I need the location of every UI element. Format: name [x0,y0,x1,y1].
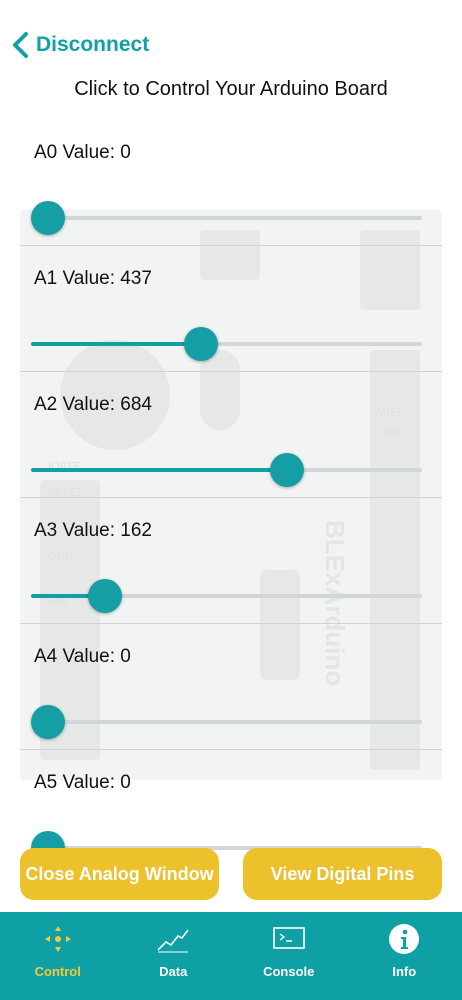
slider-row-a3: A3 Value: 162 [20,498,442,624]
terminal-icon [272,922,306,956]
slider-value-label: A0 Value: 0 [34,142,131,163]
tab-control[interactable]: Control [0,912,116,1000]
tab-info[interactable]: Info [347,912,462,1000]
analog-slider-a4[interactable] [31,703,422,743]
slider-thumb[interactable] [183,327,218,361]
view-digital-pins-button[interactable]: View Digital Pins [243,848,442,900]
tab-label: Console [263,964,315,979]
analog-slider-a2[interactable] [31,451,422,491]
tab-bar: Control Data Console Info [0,912,462,1000]
analog-slider-a1[interactable] [31,325,422,365]
tab-console[interactable]: Console [231,912,347,1000]
slider-track [31,216,422,220]
board-background-image: AREF GND IOREF RESET GND VIN BLExArduino [20,210,442,780]
slider-fill [31,342,201,346]
chevron-left-icon [13,32,28,58]
slider-value-label: A3 Value: 162 [34,520,152,541]
slider-track [31,846,422,850]
analog-slider-a3[interactable] [31,577,422,617]
slider-thumb[interactable] [31,201,65,235]
slider-value-label: A1 Value: 437 [34,268,152,289]
slider-value-label: A5 Value: 0 [34,772,131,793]
slider-value-label: A2 Value: 684 [34,394,152,415]
tab-label: Data [159,964,188,979]
slider-thumb[interactable] [31,705,65,739]
tab-label: Info [392,964,417,979]
header: Disconnect [0,0,462,80]
slider-track [31,594,422,598]
tab-data[interactable]: Data [116,912,232,1000]
disconnect-label: Disconnect [36,33,150,56]
slider-track [31,342,422,346]
slider-thumb[interactable] [87,579,122,613]
page-title: Click to Control Your Arduino Board [74,78,388,100]
slider-fill [31,468,287,472]
slider-row-a2: A2 Value: 684 [20,372,442,498]
slider-row-a1: A1 Value: 437 [20,246,442,372]
control-icon [41,922,75,956]
slider-row-a0: A0 Value: 0 [20,120,442,246]
slider-track [31,720,422,724]
tab-label: Control [34,964,81,979]
analog-slider-a0[interactable] [31,199,422,239]
disconnect-button[interactable]: Disconnect [10,30,149,60]
slider-thumb[interactable] [269,453,304,487]
info-icon [387,922,421,956]
slider-value-label: A4 Value: 0 [34,646,131,667]
close-analog-window-button[interactable]: Close Analog Window [20,848,219,900]
analog-slider-list: A0 Value: 0 A1 Value: 437 A2 Value: 684 … [20,120,442,860]
chart-line-icon [156,922,190,956]
slider-row-a5: A5 Value: 0 [20,750,442,860]
slider-fill [31,594,105,598]
slider-row-a4: A4 Value: 0 [20,624,442,750]
